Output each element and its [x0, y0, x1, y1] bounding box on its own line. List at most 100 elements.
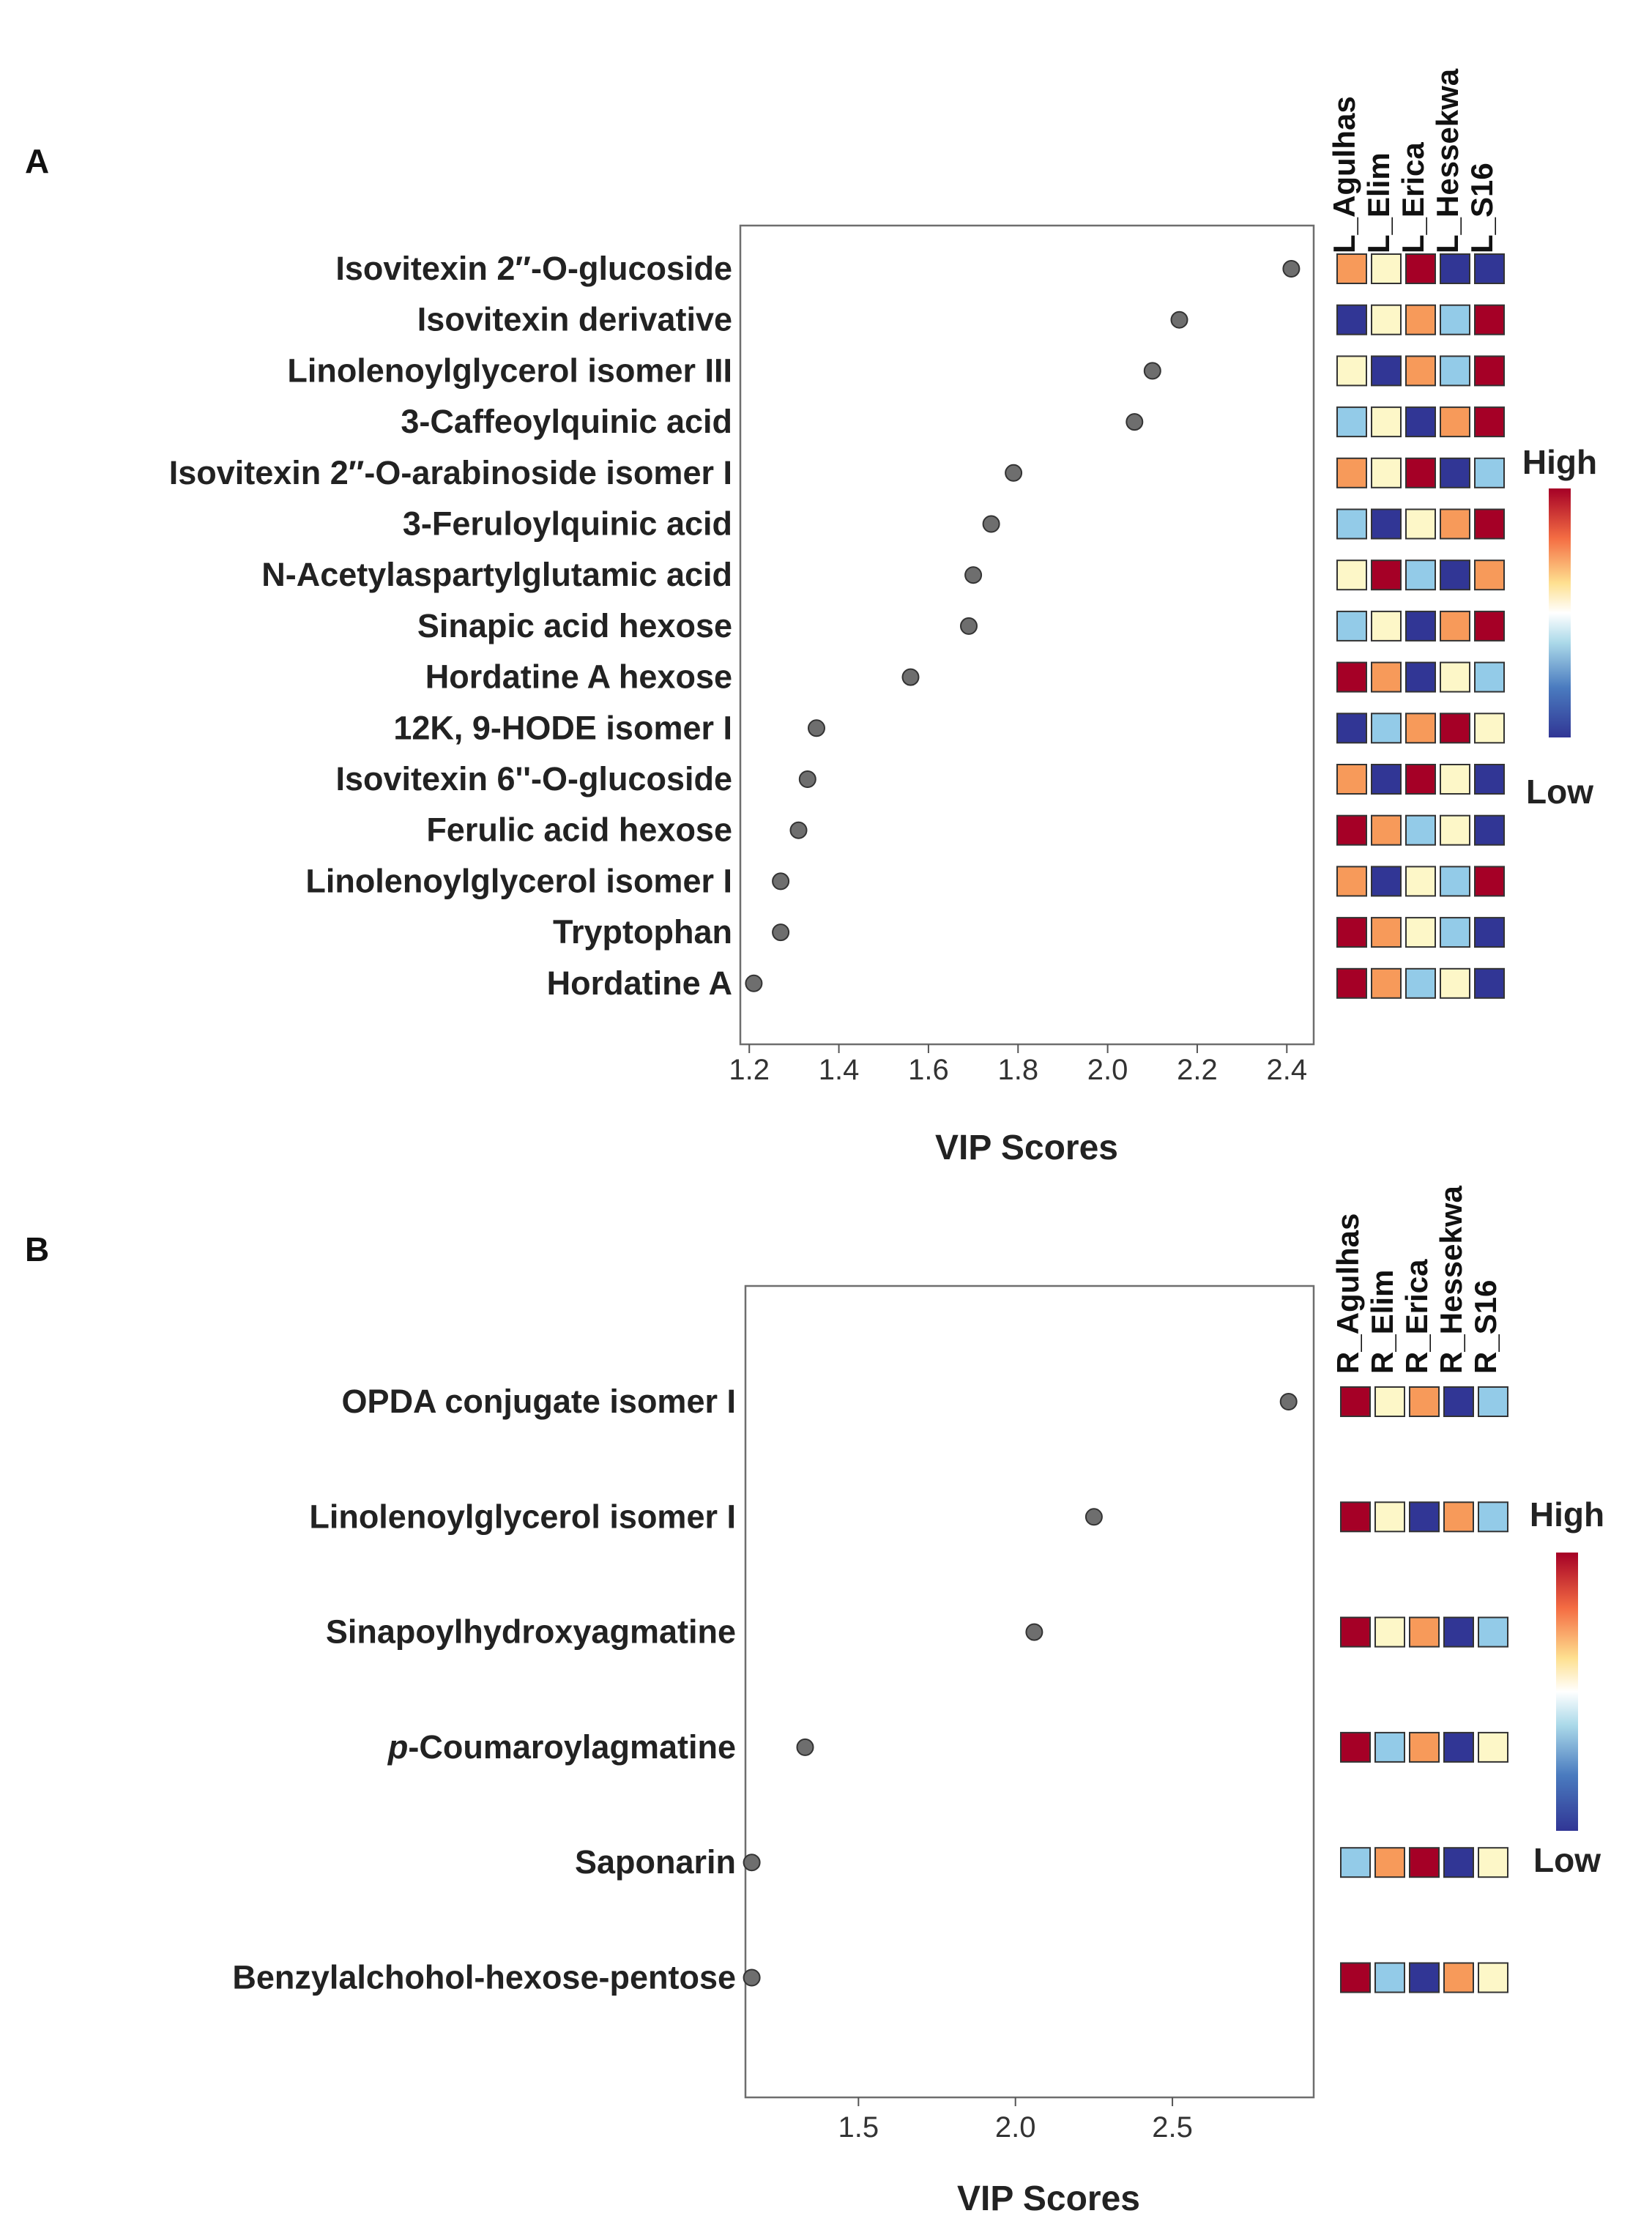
vip-point [1143, 362, 1161, 380]
sample-label: R_S16 [1468, 1280, 1503, 1374]
heatmap-cell [1405, 764, 1436, 795]
compound-label: Isovitexin 2″-O-arabinoside isomer I [169, 454, 732, 491]
heatmap-cell [1474, 661, 1505, 693]
heatmap-cell [1336, 814, 1367, 846]
vip-point [982, 515, 1000, 533]
heatmap-cell [1405, 967, 1436, 999]
heatmap-cell [1443, 1731, 1474, 1763]
panel-a-label: A [25, 142, 49, 180]
heatmap-cell [1443, 1386, 1474, 1417]
heatmap-cell [1440, 406, 1470, 438]
panel-a-legend-low: Low [1526, 773, 1593, 811]
heatmap-cell [1474, 457, 1505, 488]
heatmap-cell [1374, 1386, 1405, 1417]
heatmap-cell [1440, 866, 1470, 897]
heatmap-cell [1474, 917, 1505, 948]
heatmap-cell [1440, 967, 1470, 999]
heatmap-cell [1474, 713, 1505, 744]
compound-label: Linolenoylglycerol isomer III [287, 352, 732, 389]
heatmap-cell [1336, 764, 1367, 795]
heatmap-cell [1405, 508, 1436, 540]
heatmap-cell [1474, 560, 1505, 591]
compound-label: Hordatine A [547, 964, 732, 1002]
heatmap-cell [1440, 610, 1470, 642]
heatmap-cell [1440, 304, 1470, 335]
heatmap-cell [1374, 1616, 1405, 1648]
vip-point [1125, 413, 1144, 431]
compound-label: Isovitexin 6''-O-glucoside [335, 760, 732, 798]
compound-label: 3-Caffeoylquinic acid [401, 403, 732, 440]
heatmap-cell [1336, 406, 1367, 438]
vip-point [1084, 1508, 1103, 1526]
vip-point [964, 566, 983, 584]
x-tick-label: 1.4 [819, 1054, 860, 1086]
heatmap-cell [1371, 866, 1402, 897]
heatmap-cell [1340, 1501, 1371, 1533]
sample-label: L_Elim [1361, 152, 1396, 253]
vip-point [1025, 1623, 1043, 1641]
heatmap-cell [1371, 764, 1402, 795]
heatmap-cell [1374, 1962, 1405, 1993]
compound-label-prefix: p [387, 1728, 409, 1766]
panel-b-legend-high: High [1530, 1495, 1604, 1533]
heatmap-cell [1478, 1501, 1508, 1533]
vip-point [1282, 260, 1301, 278]
x-tick-label: 2.4 [1266, 1054, 1307, 1086]
panel-b-vip-points [743, 1393, 1298, 1987]
x-tick-label: 2.5 [1152, 2111, 1193, 2144]
heatmap-cell [1340, 1386, 1371, 1417]
heatmap-cell [1409, 1847, 1440, 1878]
compound-label-rest: -Coumaroylagmatine [408, 1728, 736, 1766]
compound-label: p-Coumaroylagmatine [387, 1728, 736, 1766]
heatmap-cell [1443, 1847, 1474, 1878]
vip-point [1005, 464, 1023, 482]
heatmap-cell [1371, 661, 1402, 693]
panel-b-plot-frame [744, 1285, 1315, 2099]
panel-b-color-legend: High Low [1530, 1495, 1604, 1879]
compound-label: Saponarin [575, 1843, 736, 1881]
panel-a-x-axis-title: VIP Scores [935, 1129, 1118, 1167]
heatmap-cell [1336, 866, 1367, 897]
x-tick-label: 1.5 [838, 2111, 879, 2144]
heatmap-cell [1371, 457, 1402, 488]
heatmap-cell [1440, 355, 1470, 387]
x-tick-label: 1.2 [729, 1054, 770, 1086]
heatmap-cell [1405, 610, 1436, 642]
vip-point [789, 821, 808, 839]
heatmap-cell [1371, 814, 1402, 846]
vip-point [960, 617, 978, 635]
heatmap-cell [1336, 508, 1367, 540]
heatmap-cell [1336, 253, 1367, 284]
heatmap-cell [1336, 661, 1367, 693]
panel-b: B OPDA conjugate isomer I Linolenoylglyce… [25, 1186, 1604, 2218]
heatmap-cell [1336, 917, 1367, 948]
heatmap-cell [1474, 253, 1505, 284]
compound-label: Linolenoylglycerol isomer I [305, 862, 732, 899]
panel-b-color-scale-bar [1556, 1553, 1578, 1831]
heatmap-cell [1340, 1731, 1371, 1763]
x-tick-label: 1.6 [908, 1054, 949, 1086]
x-tick-label: 2.2 [1177, 1054, 1218, 1086]
compound-label: Sinapic acid hexose [417, 607, 732, 644]
heatmap-cell [1474, 866, 1505, 897]
compound-label: Hordatine A hexose [425, 658, 732, 696]
compound-label: Linolenoylglycerol isomer I [309, 1498, 736, 1535]
heatmap-cell [1371, 253, 1402, 284]
heatmap-cell [1474, 814, 1505, 846]
vip-point [743, 1969, 761, 1987]
x-tick-label: 2.0 [1087, 1054, 1128, 1086]
heatmap-cell [1443, 1962, 1474, 1993]
heatmap-cell [1474, 406, 1505, 438]
vip-point [745, 974, 763, 992]
heatmap-cell [1474, 967, 1505, 999]
heatmap-cell [1440, 764, 1470, 795]
heatmap-cell [1440, 508, 1470, 540]
compound-label: Isovitexin 2″-O-glucoside [335, 250, 732, 287]
heatmap-cell [1409, 1731, 1440, 1763]
compound-label: Tryptophan [553, 913, 732, 951]
compound-label: 12K, 9-HODE isomer I [393, 709, 732, 746]
heatmap-cell [1440, 814, 1470, 846]
panel-a-plot-frame [739, 224, 1315, 1046]
heatmap-cell [1440, 713, 1470, 744]
heatmap-cell [1474, 610, 1505, 642]
